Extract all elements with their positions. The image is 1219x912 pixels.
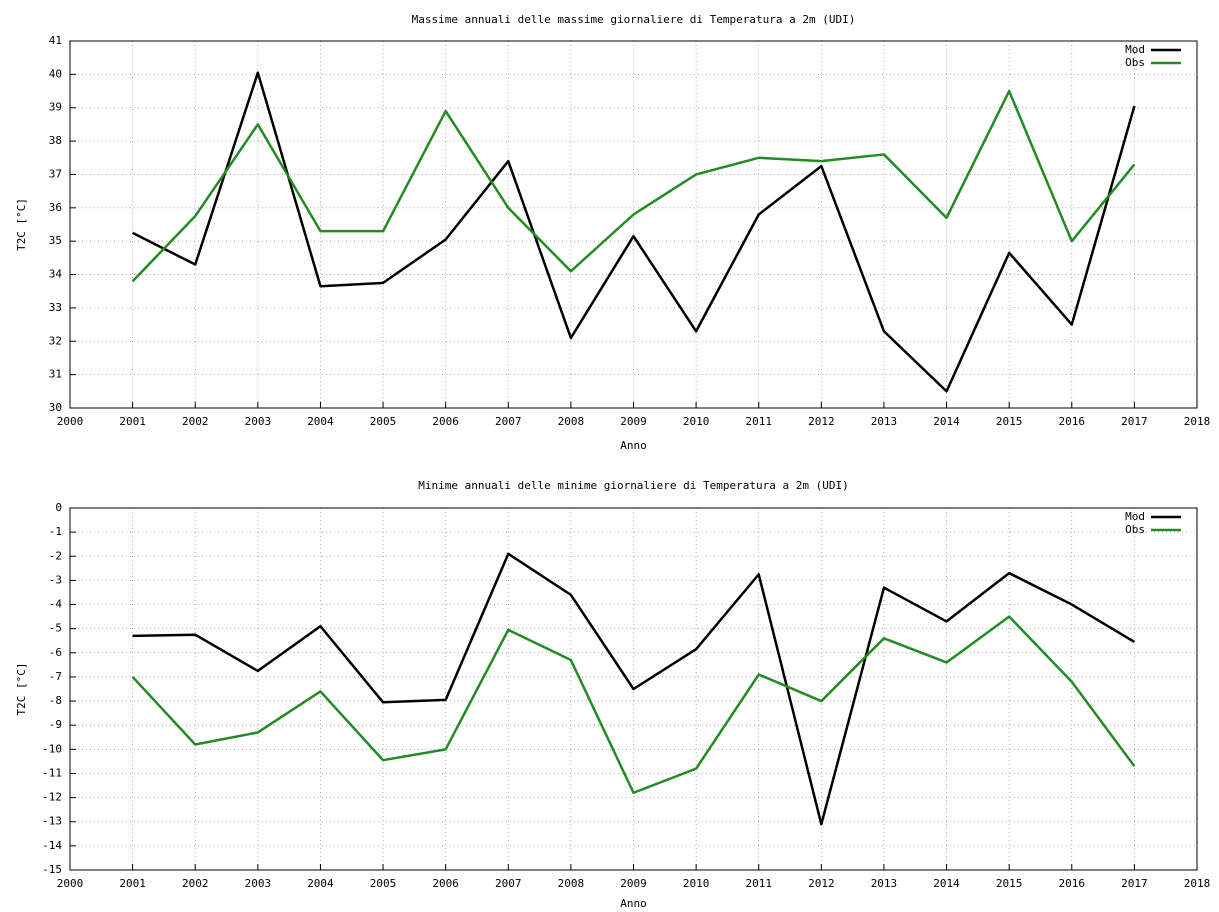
y-tick-label: -2	[49, 549, 62, 562]
legend-label: Obs	[1125, 56, 1145, 69]
x-tick-label: 2010	[683, 415, 710, 428]
x-tick-label: 2004	[307, 877, 334, 890]
x-tick-label: 2009	[620, 415, 647, 428]
x-tick-label: 2012	[808, 877, 835, 890]
x-tick-label: 2012	[808, 415, 835, 428]
x-tick-label: 2016	[1059, 877, 1086, 890]
y-tick-label: 31	[49, 368, 62, 381]
x-tick-label: 2014	[933, 415, 960, 428]
data-line	[131, 615, 1136, 795]
x-tick-label: 2011	[745, 877, 772, 890]
y-tick-label: 32	[49, 334, 62, 347]
y-tick-label: 0	[55, 501, 62, 514]
x-tick-label: 2007	[495, 415, 522, 428]
legend-label: Mod	[1125, 510, 1145, 523]
y-tick-label: -11	[42, 766, 62, 779]
y-tick-label: 40	[49, 67, 62, 80]
x-axis-label: Anno	[620, 439, 647, 452]
x-tick-label: 2000	[57, 415, 84, 428]
x-tick-label: 2015	[996, 877, 1023, 890]
y-tick-label: 37	[49, 167, 62, 180]
x-tick-label: 2003	[245, 877, 272, 890]
x-tick-label: 2006	[432, 415, 459, 428]
y-tick-label: 33	[49, 301, 62, 314]
x-tick-label: 2015	[996, 415, 1023, 428]
x-tick-label: 2013	[871, 415, 898, 428]
x-tick-label: 2003	[245, 415, 272, 428]
x-tick-label: 2005	[370, 415, 397, 428]
y-tick-label: 34	[49, 268, 63, 281]
legend-label: Mod	[1125, 43, 1145, 56]
y-tick-label: -6	[49, 646, 62, 659]
y-axis-label: T2C [°C]	[15, 663, 28, 716]
chart-title: Minime annuali delle minime giornaliere …	[418, 479, 848, 492]
y-tick-label: 38	[49, 134, 62, 147]
y-tick-label: -8	[49, 694, 62, 707]
x-tick-label: 2014	[933, 877, 960, 890]
y-tick-label: -3	[49, 573, 62, 586]
x-tick-label: 2001	[119, 415, 146, 428]
x-tick-label: 2011	[745, 415, 772, 428]
y-tick-label: -1	[49, 525, 62, 538]
y-tick-label: 39	[49, 101, 62, 114]
x-tick-label: 2008	[558, 877, 585, 890]
legend-label: Obs	[1125, 523, 1145, 536]
y-tick-label: 41	[49, 34, 62, 47]
y-tick-label: 36	[49, 201, 62, 214]
y-tick-label: -4	[49, 598, 63, 611]
x-tick-label: 2004	[307, 415, 334, 428]
data-line	[132, 552, 1136, 826]
x-axis-label: Anno	[620, 897, 647, 910]
y-tick-label: -7	[49, 670, 62, 683]
data-line	[132, 71, 1136, 393]
x-tick-label: 2009	[620, 877, 647, 890]
plot-frame	[69, 507, 1198, 871]
y-tick-label: -13	[42, 815, 62, 828]
x-tick-label: 2013	[871, 877, 898, 890]
x-tick-label: 2018	[1184, 415, 1211, 428]
y-tick-label: -12	[42, 791, 62, 804]
x-tick-label: 2001	[119, 877, 146, 890]
chart-title: Massime annuali delle massime giornalier…	[412, 13, 856, 26]
x-tick-label: 2016	[1059, 415, 1086, 428]
x-tick-label: 2002	[182, 415, 209, 428]
x-tick-label: 2006	[432, 877, 459, 890]
x-tick-label: 2010	[683, 877, 710, 890]
y-axis-label: T2C [°C]	[15, 198, 28, 251]
y-tick-label: -15	[42, 863, 62, 876]
x-tick-label: 2017	[1121, 415, 1148, 428]
y-tick-label: 35	[49, 234, 62, 247]
y-tick-label: -5	[49, 622, 62, 635]
x-tick-label: 2008	[558, 415, 585, 428]
y-tick-label: -9	[49, 718, 62, 731]
x-tick-label: 2002	[182, 877, 209, 890]
data-line	[131, 89, 1136, 283]
y-tick-label: 30	[49, 401, 62, 414]
x-tick-label: 2017	[1121, 877, 1148, 890]
x-tick-label: 2005	[370, 877, 397, 890]
y-tick-label: -14	[42, 839, 62, 852]
y-tick-label: -10	[42, 742, 62, 755]
plot-frame	[69, 40, 1198, 409]
x-tick-label: 2018	[1184, 877, 1211, 890]
x-tick-label: 2000	[57, 877, 84, 890]
x-tick-label: 2007	[495, 877, 522, 890]
